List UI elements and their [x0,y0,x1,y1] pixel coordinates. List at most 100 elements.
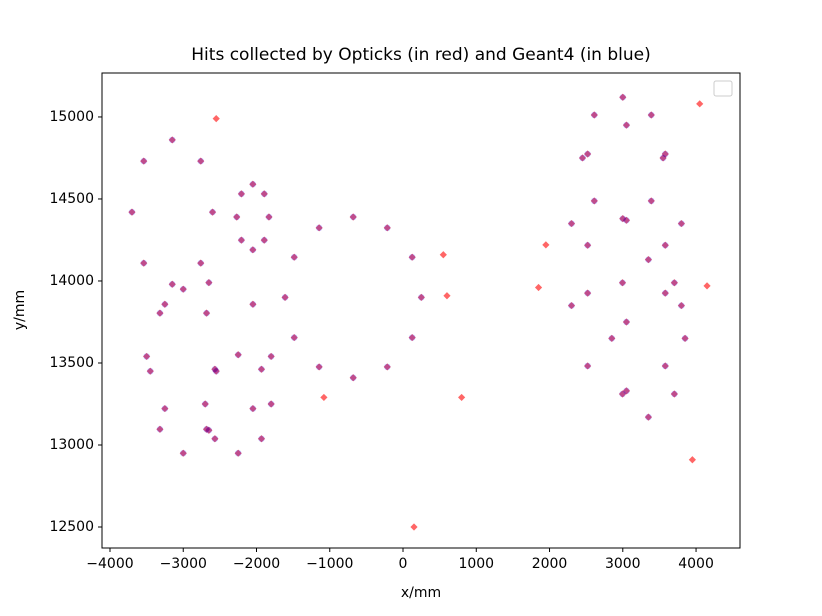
y-tick-label: 13500 [49,355,94,371]
hit-opticks [534,283,543,292]
x-tick-label: −3000 [160,556,207,572]
hit-geant4 [591,111,598,119]
hit-opticks [590,197,598,205]
hit-geant4 [671,390,678,398]
hit-opticks [249,300,257,308]
hit-opticks [315,363,323,371]
x-tick-label: −1000 [306,556,353,572]
hit-geant4 [591,197,598,205]
hit-opticks [234,449,242,457]
chart-title: Hits collected by Opticks (in red) and G… [191,45,650,65]
y-tick-label: 15000 [49,109,94,125]
hit-opticks [696,100,704,108]
hit-geant4 [681,335,689,342]
hit-opticks [205,279,213,287]
hit-geant4 [648,197,655,205]
hit-opticks [249,246,257,254]
hit-opticks [156,309,164,317]
hit-geant4 [234,449,242,457]
hit-geant4 [211,366,219,373]
hit-geant4 [161,405,169,412]
hit-opticks [202,309,211,317]
hit-opticks [249,180,257,188]
hit-opticks [618,390,627,398]
hit-opticks [619,93,627,101]
hit-geant4 [213,367,220,375]
hit-opticks [417,293,425,301]
hit-geant4 [623,217,630,224]
hit-opticks [211,435,219,443]
hit-geant4 [205,427,213,434]
hit-opticks [410,523,418,531]
hit-geant4 [233,213,240,221]
hit-opticks [168,280,176,288]
hit-geant4 [418,294,425,301]
hit-geant4 [623,387,630,395]
hit-geant4 [197,157,204,165]
hit-opticks [661,150,669,158]
hit-geant4 [140,259,147,267]
hit-opticks [201,400,209,408]
hit-geant4 [156,426,164,433]
hit-geant4 [234,351,242,358]
hit-geant4 [619,94,626,101]
hit-geant4 [249,301,257,308]
hit-geant4 [662,362,669,370]
hit-geant4 [267,353,275,360]
hit-opticks [237,190,246,198]
hit-opticks [590,111,598,119]
hit-geant4 [584,362,591,370]
hit-opticks [661,241,669,249]
x-tick-label: 0 [399,556,408,572]
y-tick-label: 14000 [49,273,94,289]
hit-opticks [161,404,169,413]
hit-opticks [237,236,246,244]
hit-opticks [179,285,187,293]
hit-opticks [458,393,466,402]
hit-opticks [267,352,275,361]
hit-geant4 [180,285,187,293]
hit-opticks [443,292,451,300]
hit-geant4 [384,224,391,232]
hit-geant4 [169,136,176,144]
hit-opticks [622,318,631,326]
hit-opticks [383,224,391,232]
hit-geant4 [291,334,298,341]
hit-opticks [647,197,655,205]
hit-geant4 [147,367,154,375]
hit-geant4 [156,309,164,317]
hit-geant4 [662,242,669,249]
hit-opticks [567,301,576,310]
hit-opticks [677,301,685,310]
hit-opticks [233,213,241,221]
hit-geant4 [211,435,219,442]
hit-opticks [290,253,298,261]
axes-frame [101,72,741,549]
hit-opticks [140,259,148,267]
hit-geant4 [161,301,169,308]
hit-geant4 [584,242,591,249]
hit-geant4 [623,318,630,326]
hit-opticks [260,236,268,244]
hit-geant4 [619,390,626,398]
hit-geant4 [619,279,626,286]
hit-opticks [208,208,217,216]
hit-opticks [290,333,298,342]
hit-opticks [661,289,669,297]
hit-geant4 [384,363,391,371]
hit-opticks [168,136,176,144]
hit-opticks [212,367,220,375]
hit-geant4 [659,154,667,162]
hit-geant4 [579,154,586,162]
x-tick-label: −4000 [86,556,133,572]
hit-opticks [670,390,678,398]
hit-opticks [234,351,242,359]
hit-geant4 [238,190,245,198]
hit-geant4 [408,334,416,341]
hit-opticks [584,362,592,370]
hit-opticks [202,425,211,433]
hit-geant4 [197,259,204,267]
hit-geant4 [267,400,275,408]
hit-geant4 [169,281,176,288]
